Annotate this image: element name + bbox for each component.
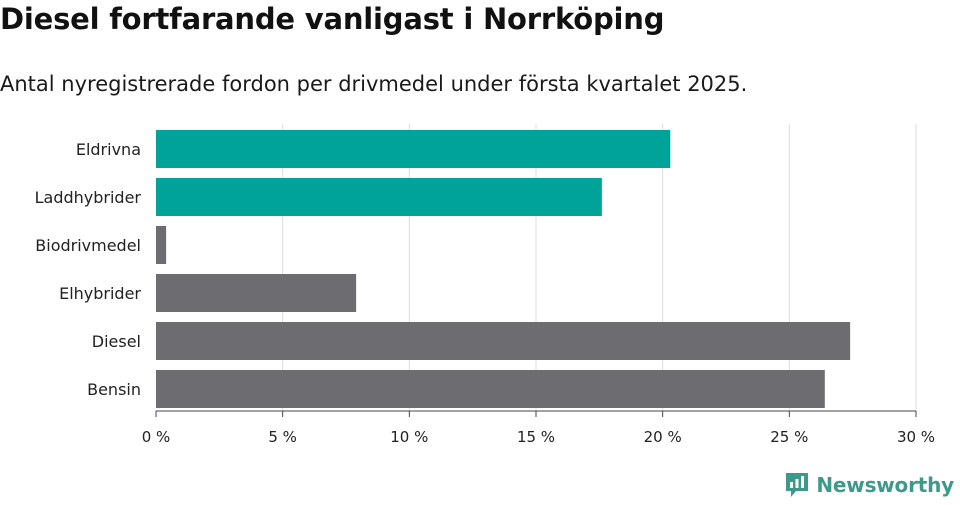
chart-subtitle: Antal nyregistrerade fordon per drivmede… — [0, 72, 748, 96]
bar-elhybrider — [156, 274, 357, 312]
x-axis: 0 % 5 % 10 % 15 % 20 % 25 % 30 % — [142, 410, 935, 446]
bar-laddhybrider — [156, 178, 602, 216]
chart-title: Diesel fortfarande vanligast i Norrköpin… — [0, 2, 665, 36]
category-label: Eldrivna — [76, 140, 141, 159]
category-label: Laddhybrider — [35, 188, 142, 207]
bar-eldrivna — [156, 130, 671, 168]
category-label: Biodrivmedel — [35, 236, 141, 255]
x-tick-label: 30 % — [897, 428, 935, 446]
category-label: Diesel — [92, 332, 141, 351]
bar-diesel — [156, 322, 851, 360]
brand-logo: Newsworthy — [784, 471, 954, 499]
x-tick-label: 25 % — [770, 428, 808, 446]
brand-name: Newsworthy — [816, 473, 954, 497]
bars — [156, 130, 851, 408]
x-tick-label: 5 % — [268, 428, 297, 446]
bar-bensin — [156, 370, 825, 408]
category-labels: Eldrivna Laddhybrider Biodrivmedel Elhybrid… — [35, 140, 142, 399]
x-tick-label: 10 % — [390, 428, 428, 446]
bar-chart-bubble-icon — [786, 473, 809, 497]
category-label: Bensin — [87, 380, 141, 399]
x-tick-label: 20 % — [644, 428, 682, 446]
x-tick-label: 0 % — [142, 428, 171, 446]
x-tick-label: 15 % — [517, 428, 555, 446]
bar-biodrivmedel — [156, 226, 167, 264]
grid-lines — [282, 124, 917, 411]
category-label: Elhybrider — [59, 284, 141, 303]
